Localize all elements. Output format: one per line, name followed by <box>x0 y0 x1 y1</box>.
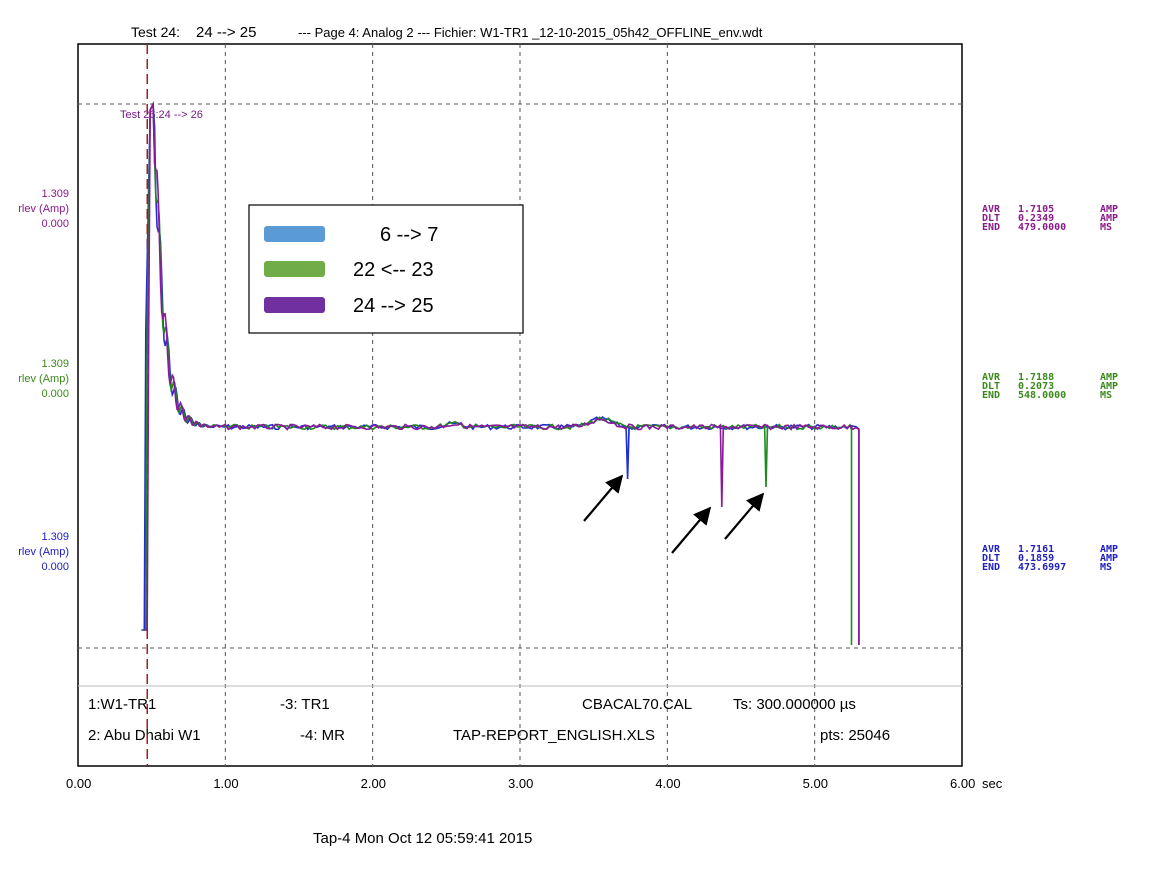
series-line <box>144 103 860 645</box>
annotation-arrow <box>583 474 624 522</box>
stat-value: 1.7105 <box>1018 204 1054 215</box>
info-panel: 1:W1-TR1 2: Abu Dhabi W1 -3: TR1 -4: MR … <box>88 696 890 744</box>
inplot-label: Test 26:24 --> 26 <box>120 109 203 121</box>
stat-label: END <box>982 222 1000 233</box>
x-tick-label: 0.00 <box>66 776 91 791</box>
channel-scales: 1.309 rlev (Amp) 0.000 1.309 rlev (Amp) 0.000… <box>18 188 69 573</box>
x-tick-label: 1.00 <box>213 776 238 791</box>
annotation-arrow <box>724 492 765 540</box>
traces <box>141 44 860 766</box>
stat-value: 0.1859 <box>1018 553 1054 564</box>
channel-zero: 0.000 <box>41 561 69 573</box>
stat-value: 548.0000 <box>1018 390 1066 401</box>
channel-unit: rlev (Amp) <box>18 373 69 385</box>
annotation-arrow <box>671 506 712 554</box>
footer: Tap-4 Mon Oct 12 05:59:41 2015 <box>313 830 532 847</box>
stat-label: END <box>982 562 1000 573</box>
legend-label: 6 --> 7 <box>380 224 438 246</box>
stat-unit: AMP <box>1100 381 1118 392</box>
legend-label: 22 <-- 23 <box>353 259 434 281</box>
stat-label: DLT <box>982 381 1000 392</box>
stat-unit: AMP <box>1100 213 1118 224</box>
channel-scale: 1.309 <box>41 358 69 370</box>
stat-label: DLT <box>982 213 1000 224</box>
channel-stats: AVR 1.7105 AMP DLT 0.2349 AMP END 479.0000 MS AVR… <box>982 204 1118 573</box>
stat-value: 1.7188 <box>1018 372 1054 383</box>
series-line <box>142 103 853 645</box>
info-left2: 2: Abu Dhabi W1 <box>88 727 201 744</box>
stat-label: AVR <box>982 544 1001 555</box>
info-mid2: -4: MR <box>300 727 345 744</box>
channel-zero: 0.000 <box>41 218 69 230</box>
stat-label: AVR <box>982 372 1001 383</box>
stat-unit: AMP <box>1100 372 1118 383</box>
info-left1: 1:W1-TR1 <box>88 696 156 713</box>
legend-swatch <box>264 297 325 313</box>
info-cal: CBACAL70.CAL <box>582 696 692 713</box>
stat-value: 0.2349 <box>1018 213 1054 224</box>
channel-scale: 1.309 <box>41 531 69 543</box>
x-tick-label: 3.00 <box>508 776 533 791</box>
legend: 6 --> 7 22 <-- 23 24 --> 25 <box>248 204 524 334</box>
legend-swatch <box>264 261 325 277</box>
info-ts: Ts: 300.000000 µs <box>733 696 856 713</box>
header-prefix: Test 24: <box>131 24 180 40</box>
legend-label: 24 --> 25 <box>353 295 434 317</box>
channel-zero: 0.000 <box>41 388 69 400</box>
x-tick-label: 5.00 <box>803 776 828 791</box>
header-test-range: 24 --> 25 <box>196 24 256 41</box>
info-mid1: -3: TR1 <box>280 696 330 713</box>
channel-unit: rlev (Amp) <box>18 203 69 215</box>
stat-value: 479.0000 <box>1018 222 1066 233</box>
channel-scale: 1.309 <box>41 188 69 200</box>
legend-swatch <box>264 226 325 242</box>
info-pts: pts: 25046 <box>820 727 890 744</box>
stat-unit: AMP <box>1100 553 1118 564</box>
stat-unit: MS <box>1100 390 1112 401</box>
header-file: --- Page 4: Analog 2 --- Fichier: W1-TR1… <box>298 25 763 40</box>
stat-label: END <box>982 390 1000 401</box>
stat-value: 0.2073 <box>1018 381 1054 392</box>
series-line <box>141 100 860 645</box>
stat-value: 473.6997 <box>1018 562 1066 573</box>
x-tick-label: 2.00 <box>361 776 386 791</box>
info-file: TAP-REPORT_ENGLISH.XLS <box>453 727 655 744</box>
grid <box>78 44 962 766</box>
stat-label: AVR <box>982 204 1001 215</box>
x-unit-label: sec <box>982 776 1003 791</box>
channel-unit: rlev (Amp) <box>18 546 69 558</box>
x-axis-ticks: 0.00 1.00 2.00 3.00 4.00 5.00 6.00 sec <box>66 776 1003 791</box>
stat-unit: AMP <box>1100 544 1118 555</box>
x-tick-label: 6.00 <box>950 776 975 791</box>
stat-label: DLT <box>982 553 1000 564</box>
stat-unit: MS <box>1100 562 1112 573</box>
stat-unit: MS <box>1100 222 1112 233</box>
arrows <box>583 474 765 554</box>
stat-value: 1.7161 <box>1018 544 1054 555</box>
x-tick-label: 4.00 <box>655 776 680 791</box>
stat-unit: AMP <box>1100 204 1118 215</box>
